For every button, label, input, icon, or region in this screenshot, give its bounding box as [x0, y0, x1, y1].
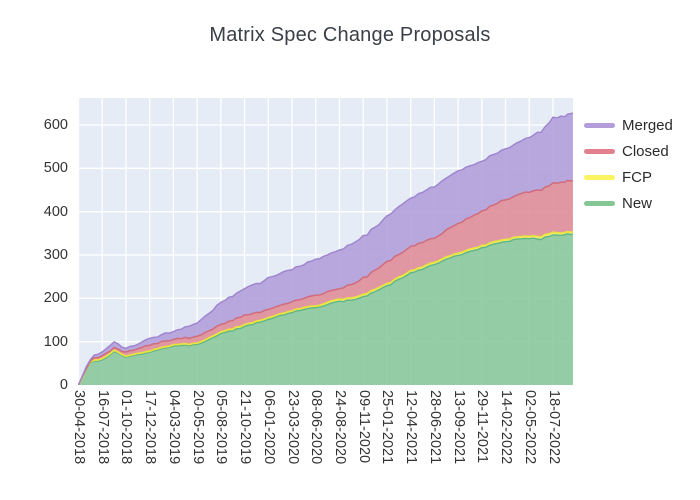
- area-new: [78, 233, 573, 385]
- x-tick-label: 21-10-2019: [237, 390, 254, 465]
- legend-label: Closed: [622, 142, 669, 160]
- y-tick-label: 400: [43, 203, 68, 220]
- x-tick-label: 01-10-2018: [118, 390, 135, 465]
- line-new: [77, 233, 573, 386]
- legend-item-new[interactable]: New: [584, 190, 673, 216]
- y-tick-label: 500: [43, 160, 68, 177]
- x-tick-label: 28-06-2021: [426, 390, 443, 465]
- area-closed: [78, 180, 573, 385]
- x-tick-label: 06-01-2020: [260, 390, 277, 465]
- legend-label: Merged: [622, 116, 673, 134]
- y-tick-label: 600: [43, 117, 68, 133]
- y-tick-label: 0: [59, 377, 68, 393]
- x-tick-label: 05-08-2019: [213, 390, 230, 465]
- x-tick-label: 30-04-2018: [71, 390, 87, 465]
- legend-label: New: [622, 194, 653, 212]
- y-tick-label: 300: [43, 247, 68, 263]
- x-tick-label: 02-05-2022: [521, 390, 538, 465]
- x-tick-label: 29-11-2021: [474, 390, 491, 464]
- x-tick-label: 13-09-2021: [450, 390, 467, 465]
- legend-item-merged[interactable]: Merged: [584, 112, 673, 138]
- x-tick-label: 17-12-2018: [142, 390, 159, 465]
- legend-item-closed[interactable]: Closed: [584, 138, 673, 164]
- legend: Merged Closed FCP New: [584, 112, 673, 216]
- y-tick-label: 200: [43, 290, 68, 307]
- legend-swatch-icon: [584, 122, 615, 128]
- x-tick-label: 24-08-2020: [331, 390, 348, 465]
- x-tick-label: 04-03-2019: [165, 390, 182, 465]
- x-tick-label: 23-03-2020: [284, 390, 301, 465]
- legend-swatch-icon: [584, 200, 615, 206]
- legend-swatch-icon: [584, 174, 615, 180]
- legend-item-fcp[interactable]: FCP: [584, 164, 673, 190]
- area-merged: [78, 112, 573, 385]
- line-closed: [77, 179, 573, 386]
- x-tick-label: 08-06-2020: [308, 390, 325, 465]
- x-tick-label: 25-01-2021: [379, 390, 396, 465]
- x-tick-label: 14-02-2022: [498, 390, 515, 465]
- x-tick-label: 20-05-2019: [189, 390, 206, 465]
- legend-swatch-icon: [584, 148, 615, 154]
- y-tick-label: 100: [43, 333, 68, 350]
- x-tick-label: 12-04-2021: [403, 390, 420, 465]
- line-merged: [77, 112, 574, 386]
- line-fcp: [77, 230, 573, 386]
- legend-label: FCP: [622, 168, 652, 186]
- chart-title: Matrix Spec Change Proposals: [209, 24, 491, 46]
- x-tick-label: 09-11-2020: [355, 390, 372, 464]
- x-tick-label: 16-07-2018: [94, 390, 111, 465]
- x-tick-label: 18-07-2022: [545, 390, 562, 465]
